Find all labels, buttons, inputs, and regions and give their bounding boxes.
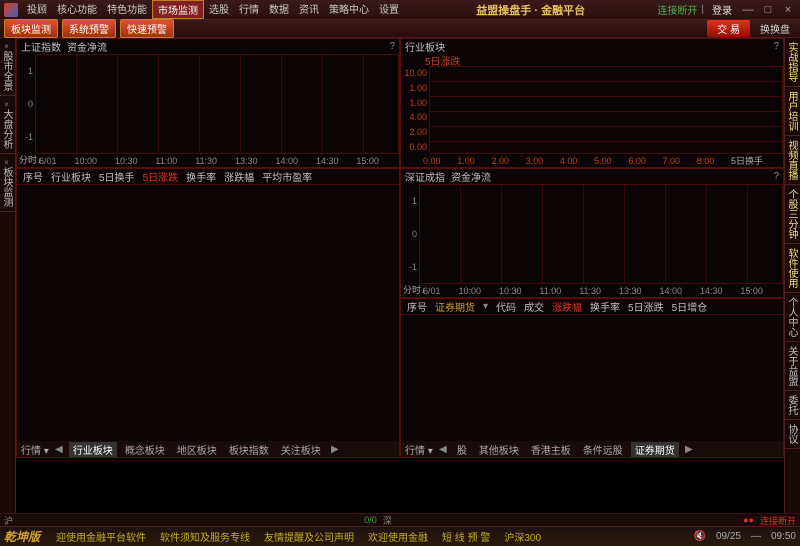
menu-6[interactable]: 数据 <box>264 0 294 19</box>
col-序号[interactable]: 序号 <box>23 169 43 184</box>
col-平均市盈率[interactable]: 平均市盈率 <box>262 169 312 184</box>
col-5日增仓[interactable]: 5日增仓 <box>672 299 708 314</box>
ticker-1[interactable]: 软件须知及服务专线 <box>160 529 250 544</box>
securities-table: 序号证券期货▾代码成交涨跌幅换手率5日涨跌5日增仓 行情 ▾◀股其他板块香港主板… <box>400 298 784 458</box>
ticker-5[interactable]: 沪深300 <box>504 529 541 544</box>
col-换手率[interactable]: 换手率 <box>186 169 216 184</box>
timeframe-dropdown[interactable]: 分时↓ <box>403 283 426 296</box>
edition-brand: 乾坤版 <box>4 528 40 545</box>
market-shen[interactable]: 深 <box>383 514 392 527</box>
market-hu[interactable]: 沪 <box>4 514 13 527</box>
subtab-1[interactable]: 系统预警 <box>62 19 116 38</box>
scroll-left-icon[interactable]: ◀ <box>437 444 449 455</box>
app-logo <box>4 3 18 17</box>
subtab-2[interactable]: 快速预警 <box>120 19 174 38</box>
col-成交[interactable]: 成交 <box>524 299 544 314</box>
col-涨跌幅[interactable]: 涨跌幅 <box>224 169 254 184</box>
menu-1[interactable]: 核心功能 <box>52 0 102 19</box>
swap-button[interactable]: 换换盘 <box>754 20 796 37</box>
minimize-button[interactable]: — <box>740 4 756 16</box>
scroll-right-icon[interactable]: ▶ <box>683 444 695 455</box>
trade-button[interactable]: 交 易 <box>707 20 750 37</box>
right-tab-4[interactable]: 软件使用 <box>785 244 800 293</box>
right-tab-5[interactable]: 个人中心 <box>785 293 800 342</box>
right-tab-7[interactable]: 委托 <box>785 391 800 420</box>
footer-tab-2[interactable]: 香港主板 <box>527 442 575 457</box>
col-5日涨跌[interactable]: 5日涨跌 <box>143 169 179 184</box>
left-tab-0[interactable]: ×股市全景 <box>0 38 15 96</box>
maximize-button[interactable]: □ <box>760 4 776 16</box>
ticker-3[interactable]: 欢迎使用金融 <box>368 529 428 544</box>
sector-table: 序号行业板块5日换手5日涨跌换手率涨跌幅平均市盈率 行情 ▾◀行业板块概念板块地… <box>16 168 400 458</box>
footer-tab-3[interactable]: 板块指数 <box>225 442 273 457</box>
help-icon[interactable]: ? <box>773 171 779 182</box>
menu-9[interactable]: 设置 <box>374 0 404 19</box>
chart-shenzhen-index: 深证成指资金净流? 10-1 6/0110:0010:3011:0011:301… <box>400 168 784 298</box>
timeframe-dropdown[interactable]: 分时↓ <box>19 153 42 166</box>
close-button[interactable]: × <box>780 4 796 16</box>
col-涨跌幅[interactable]: 涨跌幅 <box>552 299 582 314</box>
ticker-2[interactable]: 友情提醒及公司声明 <box>264 529 354 544</box>
right-tab-8[interactable]: 协议 <box>785 420 800 449</box>
col-5日换手[interactable]: 5日换手 <box>99 169 135 184</box>
footer-tab-3[interactable]: 条件远股 <box>579 442 627 457</box>
col-5日涨跌[interactable]: 5日涨跌 <box>628 299 664 314</box>
help-icon[interactable]: ? <box>389 41 395 52</box>
connection-status: 连接断开 <box>657 2 697 17</box>
footer-dropdown[interactable]: 行情 ▾ <box>21 442 49 457</box>
login-link[interactable]: 登录 <box>712 2 732 17</box>
right-tab-3[interactable]: 个股三分钟 <box>785 185 800 244</box>
footer-tab-4[interactable]: 关注板块 <box>277 442 325 457</box>
app-title: 益盟操盘手 · 金融平台 <box>408 2 653 18</box>
menu-7[interactable]: 资讯 <box>294 0 324 19</box>
ticker-4[interactable]: 短 线 预 警 <box>442 529 490 544</box>
chart-shanghai-index: 上证指数资金净流? 10-1 6/0110:0010:3011:0011:301… <box>16 38 400 168</box>
footer-dropdown[interactable]: 行情 ▾ <box>405 442 433 457</box>
footer-tab-0[interactable]: 行业板块 <box>69 442 117 457</box>
menu-8[interactable]: 策略中心 <box>324 0 374 19</box>
menu-3[interactable]: 市场监测 <box>152 0 204 19</box>
right-tab-1[interactable]: 用户培训 <box>785 87 800 136</box>
left-tab-1[interactable]: ×大盘分析 <box>0 96 15 154</box>
scroll-right-icon[interactable]: ▶ <box>329 444 341 455</box>
col-序号[interactable]: 序号 <box>407 299 427 314</box>
col-换手率[interactable]: 换手率 <box>590 299 620 314</box>
left-tab-2[interactable]: ×板块监测 <box>0 154 15 212</box>
menu-0[interactable]: 投顾 <box>22 0 52 19</box>
help-icon[interactable]: ? <box>773 41 779 52</box>
col-证券期货[interactable]: 证券期货 <box>435 299 475 314</box>
menu-2[interactable]: 特色功能 <box>102 0 152 19</box>
right-tab-0[interactable]: 实战指导 <box>785 38 800 87</box>
right-tab-6[interactable]: 关于益盟 <box>785 342 800 391</box>
subtab-0[interactable]: 板块监测 <box>4 19 58 38</box>
col-代码[interactable]: 代码 <box>496 299 516 314</box>
scroll-left-icon[interactable]: ◀ <box>53 444 65 455</box>
right-tab-2[interactable]: 视频直播 <box>785 136 800 185</box>
footer-tab-2[interactable]: 地区板块 <box>173 442 221 457</box>
col-行业板块[interactable]: 行业板块 <box>51 169 91 184</box>
footer-tab-1[interactable]: 概念板块 <box>121 442 169 457</box>
menu-5[interactable]: 行情 <box>234 0 264 19</box>
menu-4[interactable]: 选股 <box>204 0 234 19</box>
footer-tab-4[interactable]: 证券期货 <box>631 442 679 457</box>
ticker-0[interactable]: 迎使用金融平台软件 <box>56 529 146 544</box>
footer-tab-1[interactable]: 其他板块 <box>475 442 523 457</box>
chart-sector: 行业板块? 5日涨跌 10.001.001.004.002.000.00 0.0… <box>400 38 784 168</box>
footer-tab-0[interactable]: 股 <box>453 442 471 457</box>
